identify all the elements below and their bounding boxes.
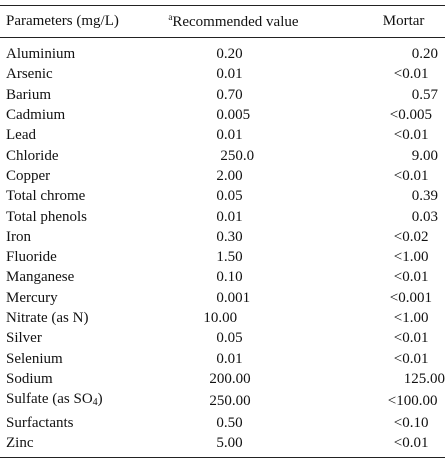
cell-parameter: Chloride bbox=[6, 147, 59, 164]
cell-recommended-value: 5.00 bbox=[158, 433, 350, 458]
cell-parameter: Arsenic bbox=[6, 66, 53, 83]
water-quality-table: Parameters (mg/L) aRecommended value Mor… bbox=[0, 5, 445, 458]
table-row: Surfactants 0.50 <0.10 bbox=[0, 413, 445, 433]
cell-parameter: Zinc bbox=[0, 433, 159, 458]
table-row: Total chrome 0.05 0.39 bbox=[0, 186, 445, 206]
cell-recommended-value: 10.00 bbox=[203, 310, 238, 326]
cell-mortar: 125.00 bbox=[403, 370, 445, 387]
cell-mortar: <0.01 bbox=[393, 330, 429, 347]
table-row: Total phenols 0.01 0.03 bbox=[0, 206, 445, 226]
cell-parameter: Aluminium bbox=[6, 46, 76, 63]
cell-recommended-value: 0.20 bbox=[216, 46, 243, 63]
cell-mortar: <0.01 bbox=[393, 66, 429, 83]
cell-mortar: 0.03 bbox=[411, 208, 438, 225]
header-recommended-value: aRecommended value bbox=[158, 5, 350, 38]
table-row: Cadmium 0.005 <0.005 bbox=[0, 105, 445, 125]
cell-recommended-value: 0.005 bbox=[216, 107, 251, 124]
cell-recommended-value: 0.05 bbox=[216, 188, 243, 205]
cell-mortar: <0.10 bbox=[393, 415, 429, 432]
table-row: Fluoride 1.50 <1.00 bbox=[0, 247, 445, 267]
cell-recommended-value: 0.01 bbox=[216, 350, 243, 367]
cell-mortar: <0.02 bbox=[393, 228, 429, 245]
header-mortar: Mortar bbox=[349, 5, 445, 38]
cell-mortar: <0.01 bbox=[349, 433, 445, 458]
table-row: Sodium 200.00 125.00 bbox=[0, 369, 445, 389]
cell-parameter: Selenium bbox=[6, 350, 63, 367]
cell-mortar: <0.01 bbox=[393, 350, 429, 367]
table-row: Selenium 0.01 <0.01 bbox=[0, 348, 445, 368]
table-row: Mercury 0.001 <0.001 bbox=[0, 288, 445, 308]
cell-parameter: Total chrome bbox=[6, 188, 86, 205]
table-row: Chloride 250.0 9.00 bbox=[0, 145, 445, 165]
cell-recommended-value: 0.50 bbox=[216, 415, 243, 432]
cell-recommended-value: 250.00 bbox=[209, 393, 251, 410]
cell-parameter: Sulfate (as SO4) bbox=[6, 391, 103, 409]
cell-recommended-value: 0.70 bbox=[216, 86, 243, 103]
cell-mortar: <0.01 bbox=[393, 127, 429, 144]
cell-recommended-value: 2.00 bbox=[216, 167, 243, 184]
cell-parameter: Mercury bbox=[6, 289, 58, 306]
table-row: Barium 0.70 0.57 bbox=[0, 85, 445, 105]
cell-mortar: <1.00 bbox=[393, 249, 429, 266]
table-row: Lead 0.01 <0.01 bbox=[0, 125, 445, 145]
cell-parameter: Barium bbox=[6, 86, 51, 103]
cell-parameter: Surfactants bbox=[6, 415, 74, 432]
table-row: Arsenic 0.01 <0.01 bbox=[0, 64, 445, 84]
cell-mortar: 0.39 bbox=[411, 188, 438, 205]
cell-recommended-value: 0.05 bbox=[216, 330, 243, 347]
cell-parameter: Fluoride bbox=[6, 249, 57, 266]
table-row: Iron 0.30 <0.02 bbox=[0, 227, 445, 247]
cell-parameter: Cadmium bbox=[6, 107, 66, 124]
cell-mortar: <0.001 bbox=[389, 289, 432, 306]
cell-recommended-value: 0.01 bbox=[216, 127, 243, 144]
subscript: 4 bbox=[92, 397, 98, 409]
cell-mortar: <1.00 bbox=[393, 310, 429, 326]
cell-mortar: 0.20 bbox=[411, 46, 438, 63]
cell-parameter: Copper bbox=[6, 167, 51, 184]
cell-parameter: Sodium bbox=[6, 370, 53, 387]
table-row: Nitrate (as N) 10.00 <1.00 bbox=[0, 308, 445, 328]
table-row: Copper 2.00 <0.01 bbox=[0, 166, 445, 186]
cell-mortar: <0.01 bbox=[393, 167, 429, 184]
cell-recommended-value: 0.001 bbox=[216, 289, 251, 306]
cell-parameter: Silver bbox=[6, 330, 42, 347]
header-parameters: Parameters (mg/L) bbox=[0, 5, 159, 38]
cell-parameter: Lead bbox=[6, 127, 36, 144]
cell-recommended-value: 0.10 bbox=[216, 269, 243, 286]
cell-recommended-value: 0.01 bbox=[216, 66, 243, 83]
cell-mortar: <0.01 bbox=[393, 269, 429, 286]
cell-mortar: 9.00 bbox=[411, 147, 438, 164]
table-row: Aluminium 0.20 0.20 bbox=[0, 38, 445, 65]
cell-parameter: Total phenols bbox=[6, 208, 88, 225]
table-row: Sulfate (as SO4) 250.00 <100.00 bbox=[0, 389, 445, 413]
table-row: Manganese 0.10 <0.01 bbox=[0, 267, 445, 287]
cell-recommended-value: 200.00 bbox=[209, 370, 251, 387]
table-row: Silver 0.05 <0.01 bbox=[0, 328, 445, 348]
cell-recommended-value: 0.30 bbox=[216, 228, 243, 245]
header-row: Parameters (mg/L) aRecommended value Mor… bbox=[0, 5, 445, 38]
cell-recommended-value: 1.50 bbox=[216, 249, 243, 266]
cell-parameter: Manganese bbox=[6, 269, 75, 286]
table-row: Zinc 5.00 <0.01 bbox=[0, 433, 445, 458]
cell-recommended-value: 250.0 bbox=[220, 147, 255, 164]
cell-mortar: 0.57 bbox=[411, 86, 438, 103]
cell-parameter: Nitrate (as N) bbox=[6, 310, 89, 326]
cell-mortar: <100.00 bbox=[387, 393, 438, 410]
cell-recommended-value: 0.01 bbox=[216, 208, 243, 225]
cell-parameter: Iron bbox=[6, 228, 31, 245]
footnote-marker: a bbox=[168, 12, 173, 22]
cell-mortar: <0.005 bbox=[389, 107, 432, 124]
